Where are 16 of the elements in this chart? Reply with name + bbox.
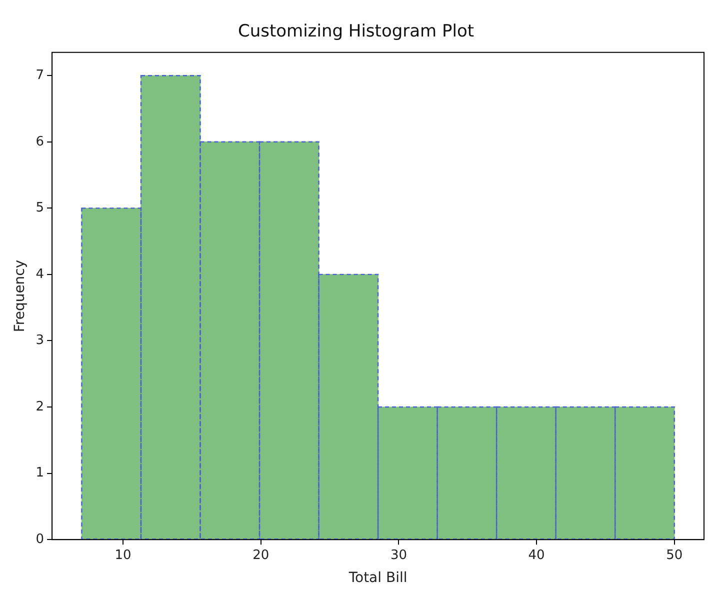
x-tick-label: 50 (666, 548, 683, 563)
y-tick-label: 5 (36, 200, 44, 216)
y-tick-label: 0 (36, 532, 44, 547)
x-axis-title: Total Bill (348, 570, 408, 586)
y-axis-title: Frequency (12, 260, 28, 332)
chart-title: Customizing Histogram Plot (238, 22, 474, 42)
y-tick-label: 4 (36, 266, 44, 282)
y-tick-label: 3 (36, 333, 44, 348)
y-tick-label: 6 (36, 134, 44, 150)
x-tick-label: 30 (390, 548, 407, 563)
y-tick-label: 2 (36, 399, 44, 414)
x-tick-label: 20 (252, 548, 270, 563)
y-tick-label: 7 (36, 68, 44, 83)
x-tick-label: 40 (528, 548, 545, 563)
x-tick-label: 10 (114, 548, 132, 563)
y-tick-label: 1 (36, 466, 44, 481)
